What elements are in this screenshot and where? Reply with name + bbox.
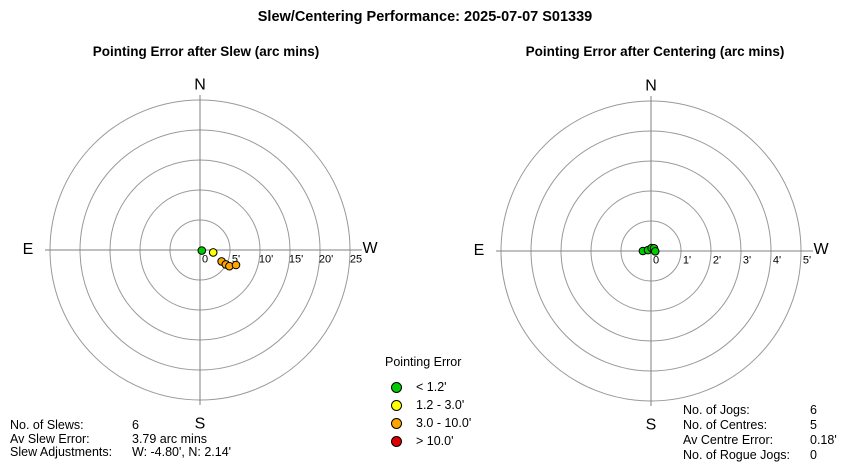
stat-value: 0: [810, 448, 817, 462]
pointing-error-legend: Pointing Error < 1.2' 1.2 - 3.0' 3.0 - 1…: [385, 355, 515, 450]
stat-value: 5: [810, 418, 817, 432]
radial-tick-label: 4': [773, 255, 781, 267]
compass-label-w: W: [813, 241, 829, 258]
stat-label: Slew Adjustments:: [10, 445, 113, 459]
radial-tick-label: 1': [683, 255, 691, 267]
radial-tick-label: 0: [202, 254, 208, 266]
page-title: Slew/Centering Performance: 2025-07-07 S…: [257, 9, 593, 25]
stat-label: No. of Slews:: [10, 418, 84, 432]
stat-label: No. of Rogue Jogs:: [683, 448, 791, 462]
legend-item: 1.2 - 3.0': [385, 396, 515, 414]
compass-label-e: E: [474, 242, 485, 259]
legend-title: Pointing Error: [385, 355, 462, 369]
compass-label-w: W: [362, 240, 378, 257]
stat-row: No. of Centres: 5: [683, 418, 848, 433]
stat-row: Av Slew Error: 3.79 arc mins: [10, 431, 280, 447]
data-point: [197, 246, 207, 255]
legend-item-label: 1.2 - 3.0': [416, 398, 465, 412]
stat-row: Av Centre Error: 0.18': [683, 433, 848, 448]
radial-tick-label: 0: [653, 255, 659, 267]
data-point: [231, 260, 241, 270]
stat-label: Av Slew Error:: [10, 431, 90, 446]
centering-stats: No. of Jogs: 6 No. of Centres: 5 Av Cent…: [683, 403, 848, 463]
compass-label-e: E: [23, 241, 34, 258]
legend-item-label: > 10.0': [416, 434, 454, 448]
stat-value: 3.79 arc mins: [132, 431, 208, 446]
compass-label-n: N: [645, 78, 657, 95]
stat-value: 0.18': [810, 433, 837, 447]
radial-tick-label: 20': [319, 254, 333, 266]
stat-row: Slew Adjustments: W: -4.80', N: 2.14': [10, 445, 280, 460]
radial-tick-label: 3': [743, 255, 751, 267]
yellow-dot-icon: [391, 399, 402, 411]
stat-row: No. of Slews: 6: [10, 418, 280, 433]
radial-tick-label: 5': [232, 254, 240, 266]
legend-item: < 1.2': [385, 378, 515, 396]
stat-row: No. of Jogs: 6: [683, 403, 848, 418]
radial-tick-label: 15': [289, 254, 303, 266]
centering-plot-title: Pointing Error after Centering (arc mins…: [525, 44, 785, 59]
radial-tick-label: 25: [350, 254, 362, 266]
stat-label: No. of Centres:: [683, 418, 768, 432]
stat-value: 6: [810, 403, 817, 417]
stat-label: Av Centre Error:: [683, 433, 774, 447]
green-dot-icon: [391, 381, 402, 393]
data-point: [208, 248, 218, 257]
compass-label-n: N: [194, 77, 206, 94]
stat-row: No. of Rogue Jogs: 0: [683, 448, 848, 463]
orange-dot-icon: [391, 417, 402, 429]
slew-plot-title: Pointing Error after Slew (arc mins): [92, 44, 320, 59]
compass-label-s: S: [195, 416, 206, 433]
stat-label: No. of Jogs:: [683, 403, 750, 417]
legend-item: 3.0 - 10.0': [385, 414, 515, 432]
radial-tick-label: 2': [713, 255, 721, 267]
red-dot-icon: [391, 435, 402, 447]
legend-item: > 10.0': [385, 432, 515, 450]
radial-tick-label: 10': [259, 254, 273, 266]
stat-value: W: -4.80', N: 2.14': [132, 445, 232, 459]
data-point: [650, 247, 660, 256]
stat-value: 6: [132, 418, 139, 432]
slew-stats: No. of Slews: 6 Av Slew Error: 3.79 arc …: [10, 418, 280, 460]
legend-item-label: 3.0 - 10.0': [416, 416, 472, 430]
radial-tick-label: 5': [803, 255, 811, 267]
legend-item-label: < 1.2': [416, 380, 447, 394]
compass-label-s: S: [646, 417, 657, 434]
